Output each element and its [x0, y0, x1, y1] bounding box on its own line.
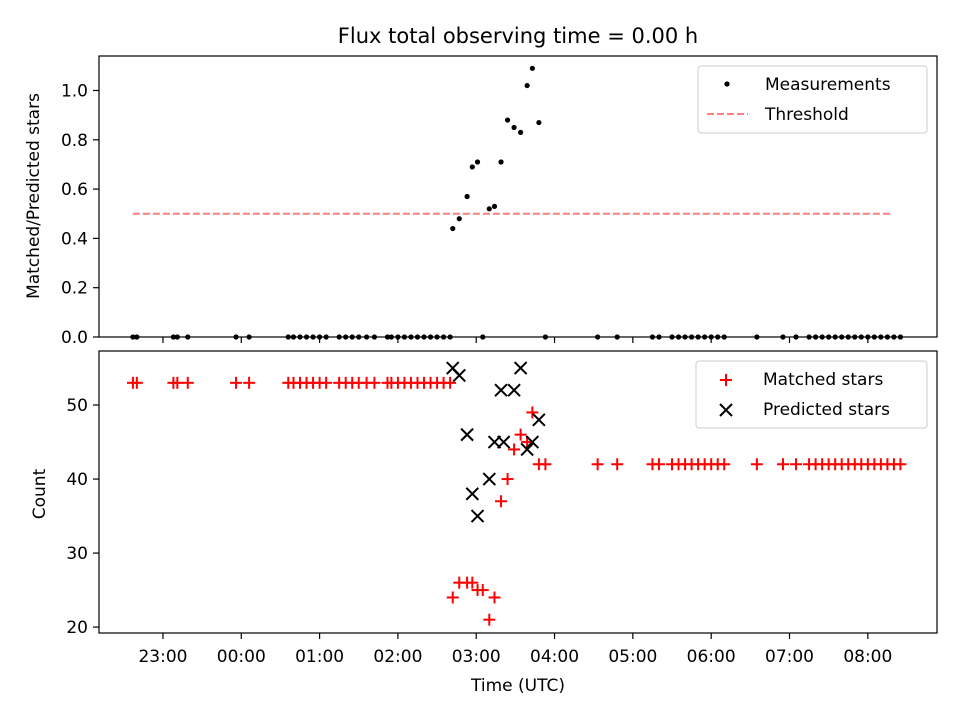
- matched-star-point: [243, 376, 256, 389]
- bottom-x-tick-label: 07:00: [765, 647, 814, 667]
- legend-matched-label: Matched stars: [763, 370, 883, 390]
- matched-star-point: [466, 576, 479, 589]
- matched-star-point: [488, 591, 501, 604]
- predicted-star-point: [460, 427, 474, 442]
- predicted-star-point: [513, 361, 528, 375]
- matched-star-point: [444, 376, 457, 389]
- predicted-star-point: [452, 368, 466, 383]
- bottom-y-tick-label: 40: [66, 470, 88, 490]
- bottom-x-tick-label: 05:00: [608, 647, 657, 667]
- measurement-point: [536, 119, 542, 126]
- predicted-star-point: [525, 435, 540, 449]
- matched-star-point: [894, 458, 907, 471]
- predicted-star-point: [520, 442, 534, 457]
- matched-star-point: [750, 458, 763, 471]
- matched-star-point: [501, 473, 514, 486]
- matched-star-point: [611, 458, 624, 471]
- legend-measurements-marker: [724, 81, 730, 87]
- bottom-x-tick-label: 00:00: [217, 647, 266, 667]
- bottom-y-axis-label: Count: [30, 468, 50, 519]
- legend-threshold-label: Threshold: [764, 105, 849, 125]
- measurement-point: [518, 129, 524, 136]
- legend-predicted-marker: [719, 403, 733, 417]
- measurement-point: [474, 159, 481, 165]
- measurement-point: [511, 124, 517, 131]
- matched-star-point: [368, 376, 381, 389]
- legend-predicted-label: Predicted stars: [763, 400, 890, 420]
- predicted-star-point: [470, 509, 485, 523]
- top-legend: Measurements Threshold: [697, 65, 928, 134]
- matched-star-point: [790, 458, 803, 471]
- bottom-x-tick-label: 01:00: [295, 647, 344, 667]
- bottom-plot-marks: [126, 361, 907, 626]
- matched-star-point: [539, 458, 552, 471]
- measurement-point: [456, 216, 462, 222]
- measurement-point: [498, 159, 504, 165]
- bottom-panel: 20 30 40 50 23:00 00:00 01:00 02:00 03:00 04:00 0…: [30, 350, 938, 696]
- top-legend-box: [697, 65, 928, 134]
- bottom-x-tick-label: 03:00: [452, 647, 501, 667]
- bottom-y-tick-label: 50: [66, 396, 88, 416]
- bottom-plot-frame: [98, 350, 938, 634]
- chart-title: Flux total observing time = 0.00 h: [338, 24, 698, 48]
- predicted-star-point: [496, 435, 511, 449]
- bottom-legend: Matched stars Predicted stars: [695, 360, 928, 429]
- bottom-y-tick-label: 30: [66, 544, 88, 564]
- bottom-y-tick-label: 20: [66, 618, 88, 638]
- predicted-star-point: [494, 383, 508, 397]
- top-y-tick-label: 0.8: [61, 131, 88, 151]
- bottom-y-ticks: 20 30 40 50: [66, 396, 99, 638]
- matched-star-point: [652, 458, 665, 471]
- top-y-ticks: 0.0 0.2 0.4 0.6 0.8 1.0: [61, 82, 99, 348]
- matched-star-point: [514, 428, 527, 441]
- matched-star-point: [526, 406, 539, 419]
- top-panel: 0.0 0.2 0.4 0.6 0.8 1.0 Matched/Predicted sta…: [24, 55, 938, 348]
- measurement-point: [524, 82, 530, 89]
- x-axis-label: Time (UTC): [470, 676, 565, 696]
- bottom-x-tick-label: 02:00: [373, 647, 422, 667]
- top-y-tick-label: 0.4: [61, 229, 88, 249]
- matched-star-point: [320, 376, 333, 389]
- top-y-tick-label: 0.2: [61, 279, 88, 299]
- matched-star-point: [591, 458, 604, 471]
- matched-star-point: [476, 584, 489, 597]
- bottom-x-tick-label: 04:00: [530, 647, 579, 667]
- predicted-star-point: [482, 472, 496, 486]
- matched-star-point: [171, 376, 184, 389]
- matched-star-point: [130, 376, 143, 389]
- top-y-tick-label: 0.6: [61, 180, 88, 200]
- measurement-point: [504, 117, 511, 123]
- matched-star-point: [495, 495, 508, 508]
- measurement-point: [464, 193, 470, 200]
- predicted-star-point: [507, 383, 521, 397]
- matched-star-point: [446, 591, 459, 604]
- bottom-x-ticks: 23:00 00:00 01:00 02:00 03:00 04:00 05:00 06:00…: [138, 633, 892, 667]
- matched-star-point: [718, 458, 731, 471]
- bottom-x-tick-label: 08:00: [843, 647, 892, 667]
- bottom-x-tick-label: 23:00: [138, 647, 187, 667]
- matched-star-point: [483, 613, 496, 626]
- bottom-x-tick-label: 06:00: [687, 647, 736, 667]
- measurement-point: [491, 203, 498, 209]
- top-x-ticks: [162, 337, 869, 343]
- bottom-legend-box: [695, 360, 928, 429]
- matched-star-point: [776, 458, 789, 471]
- matched-star-point: [181, 376, 194, 389]
- top-y-tick-label: 0.0: [61, 328, 88, 348]
- matched-star-point: [230, 376, 243, 389]
- top-y-tick-label: 1.0: [61, 82, 88, 102]
- matched-star-point: [508, 443, 521, 456]
- measurement-point: [529, 65, 535, 71]
- legend-matched-marker: [720, 374, 732, 386]
- measurement-point: [469, 164, 475, 170]
- predicted-star-point: [465, 487, 480, 501]
- measurement-point: [486, 206, 492, 212]
- predicted-star-point: [532, 413, 546, 427]
- legend-measurements-label: Measurements: [765, 75, 891, 95]
- top-plot-frame: [98, 55, 938, 338]
- measurement-point: [450, 225, 456, 232]
- top-y-axis-label: Matched/Predicted stars: [24, 93, 44, 299]
